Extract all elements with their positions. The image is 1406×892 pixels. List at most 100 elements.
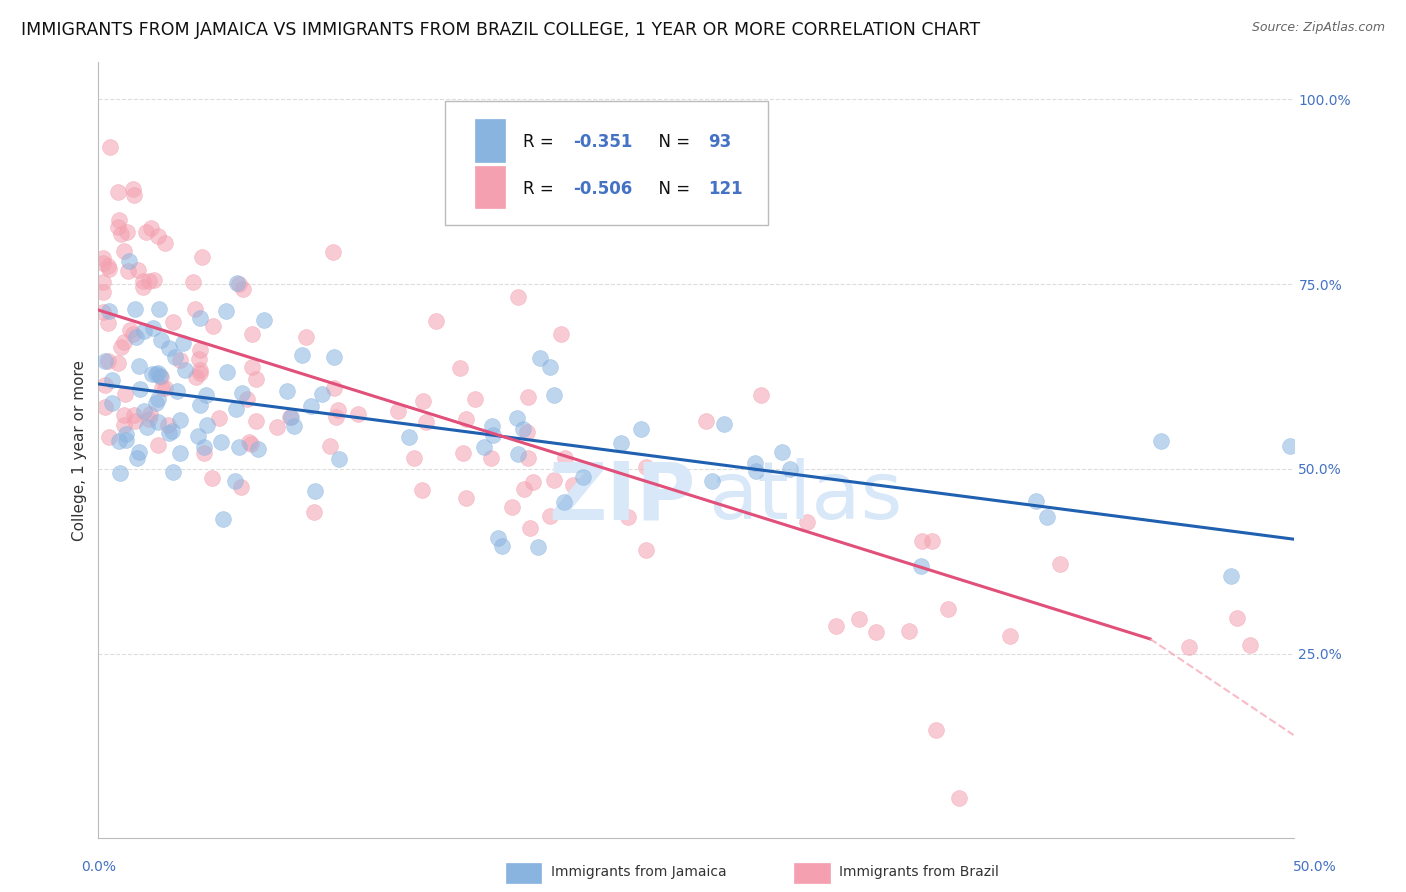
Point xyxy=(97,259,120,273)
Point xyxy=(543,473,565,487)
Point xyxy=(149,369,172,384)
Point xyxy=(700,474,723,488)
Point xyxy=(208,411,231,425)
Point xyxy=(848,612,870,626)
Point xyxy=(173,362,195,376)
Point xyxy=(112,417,135,432)
Point xyxy=(150,381,173,395)
Point xyxy=(491,539,513,553)
Point xyxy=(283,419,305,434)
Point xyxy=(181,275,204,289)
Point xyxy=(245,372,267,386)
Point xyxy=(231,386,253,401)
Point xyxy=(115,226,138,240)
Point xyxy=(948,790,970,805)
Point xyxy=(825,619,848,633)
Point xyxy=(554,451,576,466)
Point xyxy=(94,353,117,368)
Point xyxy=(506,447,529,461)
Text: IMMIGRANTS FROM JAMAICA VS IMMIGRANTS FROM BRAZIL COLLEGE, 1 YEAR OR MORE CORREL: IMMIGRANTS FROM JAMAICA VS IMMIGRANTS FR… xyxy=(21,21,980,38)
Point xyxy=(91,275,114,289)
Point xyxy=(291,348,314,362)
Point xyxy=(91,285,114,299)
Point xyxy=(115,433,138,447)
Point xyxy=(148,392,170,406)
Point xyxy=(188,366,211,380)
Text: Immigrants from Jamaica: Immigrants from Jamaica xyxy=(551,865,727,880)
Point xyxy=(188,343,211,358)
Point xyxy=(94,400,117,414)
Point xyxy=(107,212,129,227)
Bar xyxy=(475,120,505,161)
Point xyxy=(278,410,301,425)
Point xyxy=(998,629,1021,643)
Point xyxy=(319,439,342,453)
Point xyxy=(121,182,143,196)
Point xyxy=(1025,493,1047,508)
Point xyxy=(245,414,267,428)
Point xyxy=(322,245,344,260)
Text: N =: N = xyxy=(648,134,696,152)
Point xyxy=(188,351,211,366)
Text: ZIP: ZIP xyxy=(548,458,696,536)
Point xyxy=(529,351,551,365)
Point xyxy=(112,408,135,422)
Point xyxy=(186,370,208,384)
Point xyxy=(236,392,259,407)
Point xyxy=(169,445,191,459)
Point xyxy=(240,359,263,374)
Point xyxy=(553,494,575,508)
Point xyxy=(325,409,347,424)
Point xyxy=(328,451,350,466)
Point xyxy=(146,438,169,452)
Point xyxy=(516,450,538,465)
Text: -0.351: -0.351 xyxy=(572,134,633,152)
Point xyxy=(145,395,167,409)
Text: N =: N = xyxy=(648,180,696,198)
Text: Immigrants from Brazil: Immigrants from Brazil xyxy=(839,865,1000,880)
Point xyxy=(135,226,157,240)
Point xyxy=(142,320,165,334)
Point xyxy=(188,310,211,325)
Point xyxy=(276,384,298,398)
Point xyxy=(749,388,772,402)
Point xyxy=(193,440,215,454)
Point xyxy=(211,512,233,526)
Point xyxy=(924,723,946,737)
Point xyxy=(527,540,550,554)
Point xyxy=(215,365,238,379)
Point xyxy=(125,330,148,344)
Point xyxy=(796,515,818,529)
Point xyxy=(516,390,538,404)
Point xyxy=(157,341,180,355)
Point xyxy=(387,404,409,418)
Point xyxy=(110,340,132,354)
Point xyxy=(97,354,120,368)
Point xyxy=(124,414,146,428)
Point xyxy=(253,313,276,327)
Point xyxy=(695,414,717,428)
Point xyxy=(225,402,247,417)
Point xyxy=(481,419,503,434)
Point xyxy=(519,521,541,535)
Point xyxy=(770,444,793,458)
Bar xyxy=(475,166,505,209)
Point xyxy=(921,534,943,549)
Point xyxy=(1278,439,1301,453)
Point xyxy=(1239,638,1261,652)
Point xyxy=(98,429,121,443)
Point xyxy=(209,434,232,449)
Point xyxy=(1219,569,1241,583)
Point xyxy=(453,446,475,460)
Point xyxy=(101,396,124,410)
Point xyxy=(91,305,114,319)
Point xyxy=(128,359,150,373)
Point xyxy=(183,301,205,316)
Point xyxy=(425,314,447,328)
Point xyxy=(398,430,420,444)
Point xyxy=(550,326,572,341)
Point xyxy=(195,418,218,433)
Point xyxy=(634,459,657,474)
Point xyxy=(304,483,326,498)
Point xyxy=(865,624,887,639)
